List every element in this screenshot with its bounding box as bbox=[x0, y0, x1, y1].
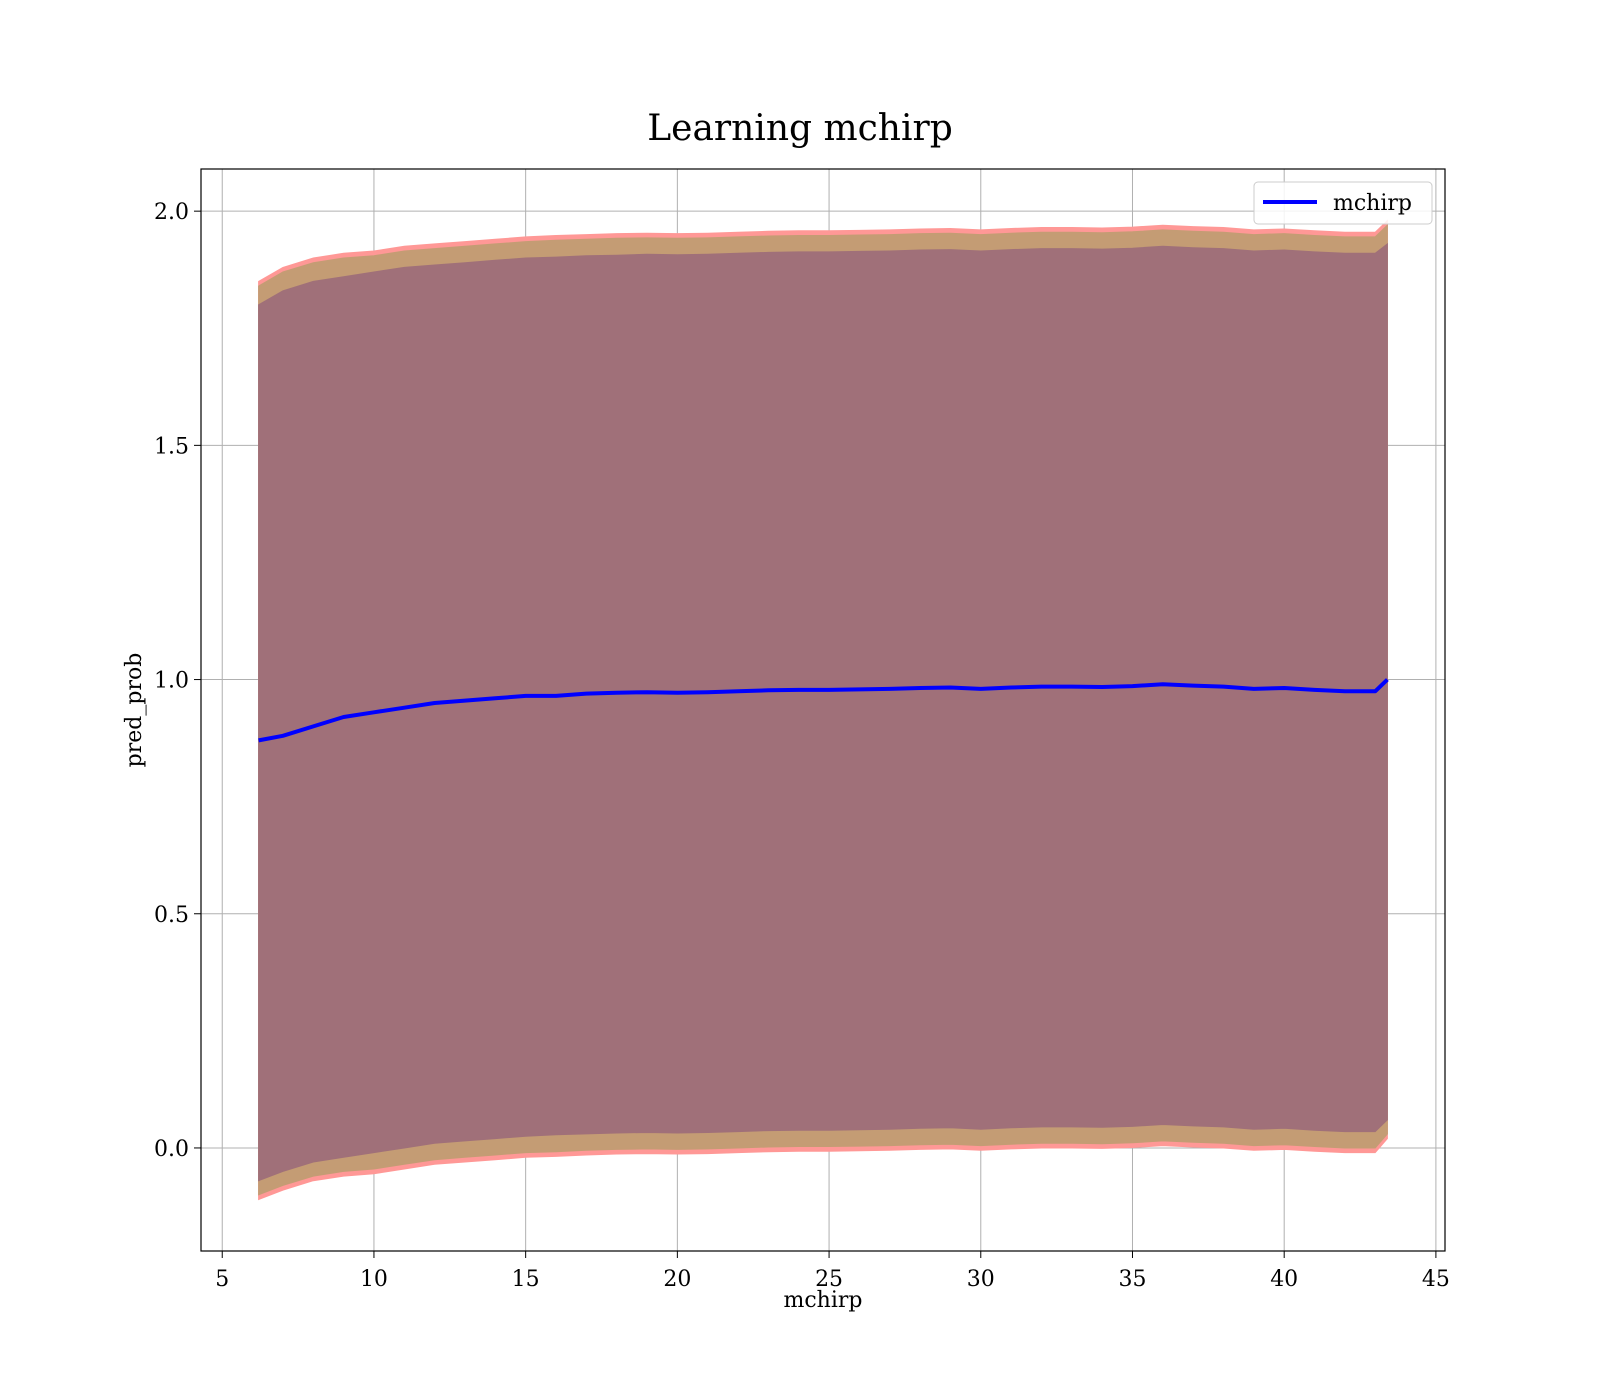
x-axis-label: mchirp bbox=[784, 1288, 863, 1313]
series-line-mchirp bbox=[258, 678, 1389, 743]
plot-frame bbox=[200, 168, 1446, 1252]
x-tick-label: 15 bbox=[512, 1267, 540, 1292]
y-axis-label: pred_prob bbox=[122, 653, 147, 768]
y-tick-label: 1.5 bbox=[154, 434, 189, 459]
y-axis-ticks: 0.0 0.5 1.0 1.5 2.0 bbox=[154, 200, 201, 1162]
x-tick-label: 10 bbox=[360, 1267, 388, 1292]
x-axis-ticks: 5 10 15 20 25 30 35 40 45 bbox=[215, 1251, 1450, 1292]
y-tick-label: 2.0 bbox=[154, 200, 189, 225]
x-tick-label: 30 bbox=[967, 1267, 995, 1292]
legend-box bbox=[1253, 181, 1433, 225]
x-tick-label: 25 bbox=[815, 1267, 843, 1292]
x-tick-label: 45 bbox=[1422, 1267, 1450, 1292]
y-tick-label: 0.5 bbox=[154, 903, 189, 928]
x-tick-label: 20 bbox=[663, 1267, 691, 1292]
legend-label-mchirp: mchirp bbox=[1333, 191, 1412, 216]
chart-title: Learning mchirp bbox=[647, 108, 953, 149]
x-tick-label: 40 bbox=[1270, 1267, 1298, 1292]
chart-legend: mchirp bbox=[1253, 181, 1433, 225]
series-lines bbox=[258, 678, 1389, 743]
confidence-bands bbox=[258, 219, 1388, 1201]
y-tick-label: 1.0 bbox=[154, 669, 189, 694]
x-tick-label: 35 bbox=[1118, 1267, 1146, 1292]
y-tick-label: 0.0 bbox=[154, 1137, 189, 1162]
band-area-3 bbox=[258, 242, 1388, 1182]
x-tick-label: 5 bbox=[215, 1267, 229, 1292]
